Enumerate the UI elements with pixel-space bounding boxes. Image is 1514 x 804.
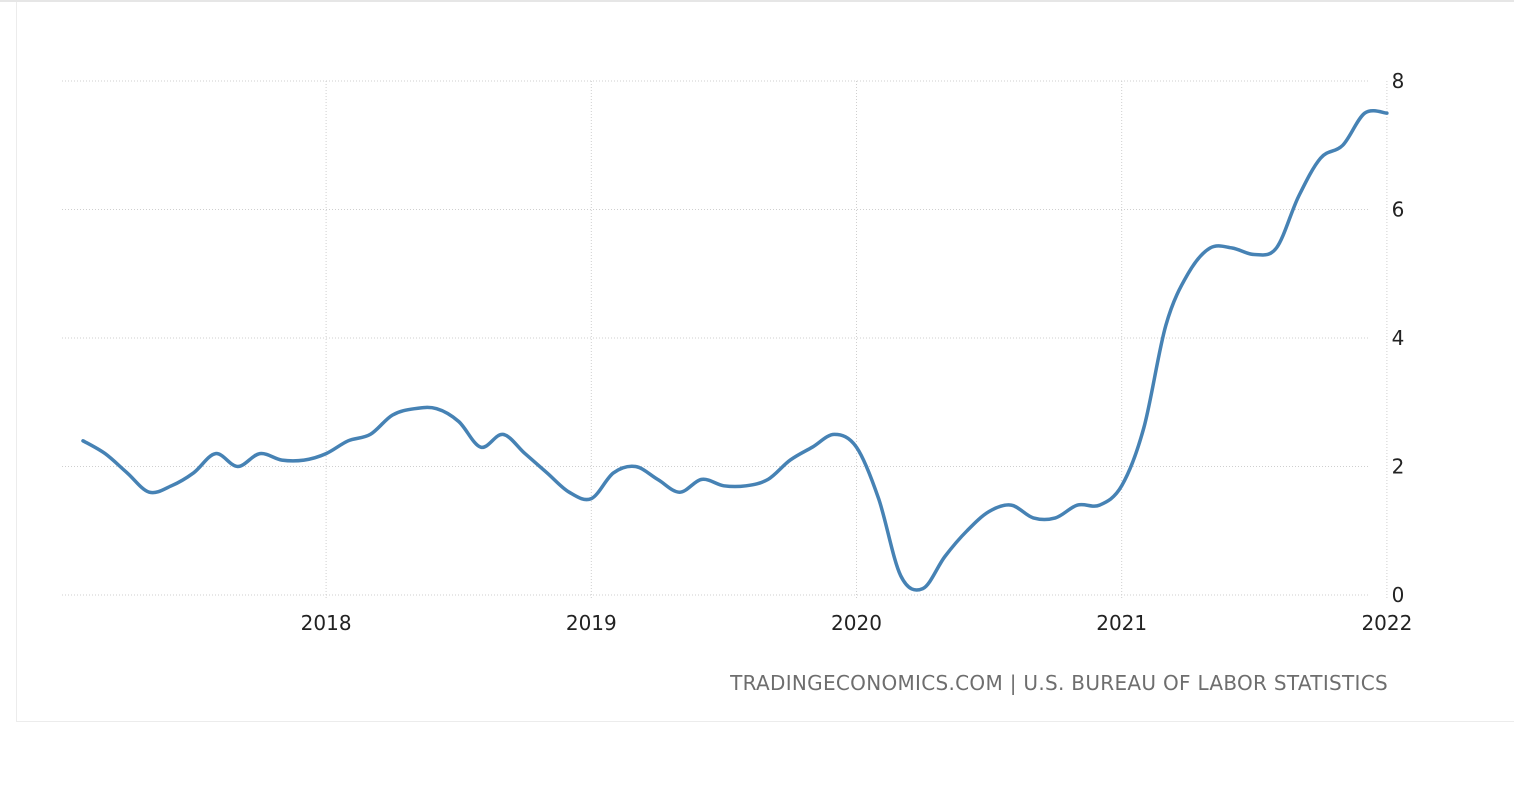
y-tick-label: 4 (1392, 326, 1405, 350)
y-axis-labels: 0 2 4 6 8 (1392, 69, 1405, 607)
grid-lines (62, 80, 1388, 600)
x-tick-label: 2021 (1096, 611, 1147, 635)
source-attribution: TRADINGECONOMICS.COM | U.S. BUREAU OF LA… (730, 671, 1388, 695)
x-tick-label: 2019 (566, 611, 617, 635)
top-border (0, 0, 1514, 2)
x-tick-label: 2018 (301, 611, 352, 635)
x-tick-label: 2020 (831, 611, 882, 635)
y-tick-label: 0 (1392, 583, 1405, 607)
x-tick-label: 2022 (1361, 611, 1412, 635)
x-axis-labels: 2018 2019 2020 2021 2022 (301, 611, 1413, 635)
y-tick-label: 2 (1392, 455, 1405, 479)
y-tick-label: 8 (1392, 69, 1405, 93)
chart-panel (16, 2, 1514, 722)
series-line (81, 109, 1389, 592)
y-tick-label: 6 (1392, 198, 1405, 222)
